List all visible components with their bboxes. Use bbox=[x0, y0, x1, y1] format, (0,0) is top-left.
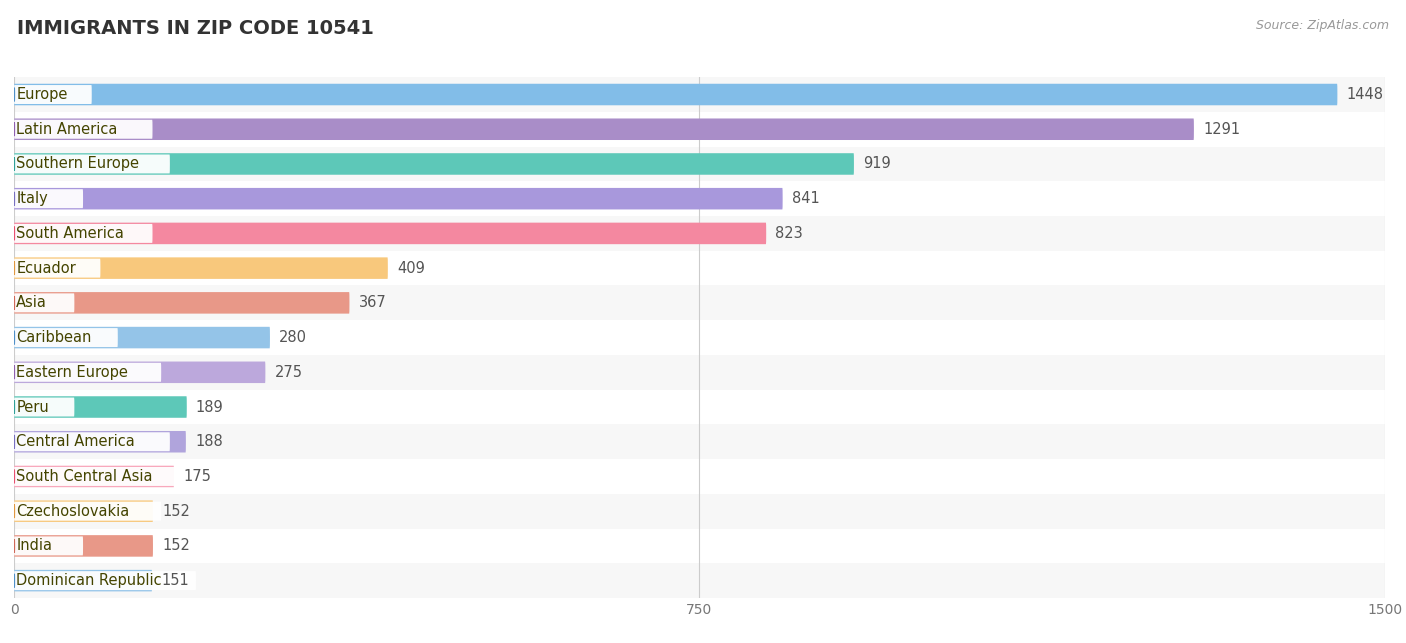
Text: Ecuador: Ecuador bbox=[17, 260, 76, 276]
Text: India: India bbox=[17, 538, 52, 554]
FancyBboxPatch shape bbox=[14, 536, 83, 556]
Text: South America: South America bbox=[17, 226, 124, 241]
Text: 919: 919 bbox=[863, 156, 891, 172]
Text: 409: 409 bbox=[396, 260, 425, 276]
FancyBboxPatch shape bbox=[14, 459, 1385, 494]
Text: Latin America: Latin America bbox=[17, 122, 118, 137]
FancyBboxPatch shape bbox=[14, 153, 853, 175]
FancyBboxPatch shape bbox=[14, 224, 152, 243]
FancyBboxPatch shape bbox=[14, 188, 783, 210]
FancyBboxPatch shape bbox=[14, 251, 1385, 285]
FancyBboxPatch shape bbox=[14, 84, 1337, 105]
FancyBboxPatch shape bbox=[14, 432, 170, 451]
FancyBboxPatch shape bbox=[14, 467, 195, 486]
FancyBboxPatch shape bbox=[14, 563, 1385, 598]
Text: 188: 188 bbox=[195, 434, 222, 449]
FancyBboxPatch shape bbox=[14, 396, 187, 418]
FancyBboxPatch shape bbox=[14, 361, 266, 383]
Text: Czechoslovakia: Czechoslovakia bbox=[17, 503, 129, 519]
FancyBboxPatch shape bbox=[14, 390, 1385, 424]
FancyBboxPatch shape bbox=[14, 494, 1385, 529]
FancyBboxPatch shape bbox=[14, 189, 83, 208]
Text: 1291: 1291 bbox=[1204, 122, 1240, 137]
Text: South Central Asia: South Central Asia bbox=[17, 469, 153, 484]
Text: 1448: 1448 bbox=[1347, 87, 1384, 102]
Text: Asia: Asia bbox=[17, 295, 48, 311]
FancyBboxPatch shape bbox=[14, 77, 1385, 112]
FancyBboxPatch shape bbox=[14, 431, 186, 453]
Text: Caribbean: Caribbean bbox=[17, 330, 91, 345]
FancyBboxPatch shape bbox=[14, 570, 152, 592]
FancyBboxPatch shape bbox=[14, 292, 350, 314]
FancyBboxPatch shape bbox=[14, 529, 1385, 563]
Text: 823: 823 bbox=[775, 226, 803, 241]
FancyBboxPatch shape bbox=[14, 154, 170, 174]
FancyBboxPatch shape bbox=[14, 285, 1385, 320]
FancyBboxPatch shape bbox=[14, 181, 1385, 216]
Text: 152: 152 bbox=[162, 503, 190, 519]
FancyBboxPatch shape bbox=[14, 112, 1385, 147]
Text: Dominican Republic: Dominican Republic bbox=[17, 573, 162, 588]
Text: 367: 367 bbox=[359, 295, 387, 311]
Text: 151: 151 bbox=[162, 573, 188, 588]
FancyBboxPatch shape bbox=[14, 466, 174, 487]
Text: 175: 175 bbox=[183, 469, 211, 484]
Text: Central America: Central America bbox=[17, 434, 135, 449]
Text: Southern Europe: Southern Europe bbox=[17, 156, 139, 172]
FancyBboxPatch shape bbox=[14, 216, 1385, 251]
FancyBboxPatch shape bbox=[14, 535, 153, 557]
Text: 841: 841 bbox=[792, 191, 820, 206]
FancyBboxPatch shape bbox=[14, 118, 1194, 140]
Text: Europe: Europe bbox=[17, 87, 67, 102]
FancyBboxPatch shape bbox=[14, 147, 1385, 181]
FancyBboxPatch shape bbox=[14, 85, 91, 104]
Text: Italy: Italy bbox=[17, 191, 48, 206]
FancyBboxPatch shape bbox=[14, 120, 152, 139]
FancyBboxPatch shape bbox=[14, 424, 1385, 459]
Text: Peru: Peru bbox=[17, 399, 49, 415]
FancyBboxPatch shape bbox=[14, 397, 75, 417]
FancyBboxPatch shape bbox=[14, 355, 1385, 390]
Text: Source: ZipAtlas.com: Source: ZipAtlas.com bbox=[1256, 19, 1389, 32]
Text: 189: 189 bbox=[195, 399, 224, 415]
FancyBboxPatch shape bbox=[14, 500, 153, 522]
FancyBboxPatch shape bbox=[14, 363, 162, 382]
Text: IMMIGRANTS IN ZIP CODE 10541: IMMIGRANTS IN ZIP CODE 10541 bbox=[17, 19, 374, 39]
FancyBboxPatch shape bbox=[14, 502, 162, 521]
FancyBboxPatch shape bbox=[14, 293, 75, 312]
FancyBboxPatch shape bbox=[14, 258, 100, 278]
Text: Eastern Europe: Eastern Europe bbox=[17, 365, 128, 380]
FancyBboxPatch shape bbox=[14, 327, 270, 349]
FancyBboxPatch shape bbox=[14, 222, 766, 244]
Text: 280: 280 bbox=[278, 330, 307, 345]
FancyBboxPatch shape bbox=[14, 571, 195, 590]
Text: 275: 275 bbox=[274, 365, 302, 380]
FancyBboxPatch shape bbox=[14, 257, 388, 279]
FancyBboxPatch shape bbox=[14, 328, 118, 347]
Text: 152: 152 bbox=[162, 538, 190, 554]
FancyBboxPatch shape bbox=[14, 320, 1385, 355]
